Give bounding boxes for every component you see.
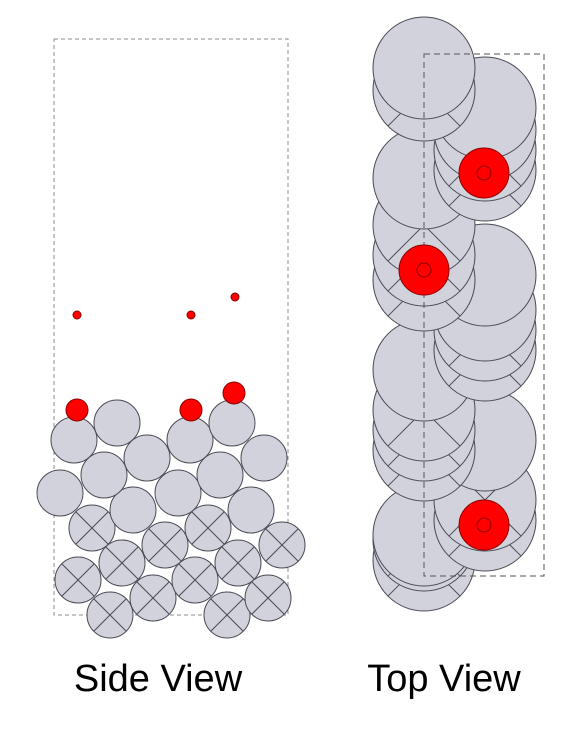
side-atom-3	[204, 592, 250, 638]
side-atom-21	[51, 417, 97, 463]
side-small-adsorbate-1	[73, 311, 81, 319]
side-atom-10	[259, 522, 305, 568]
side-view-caption: Side View	[58, 658, 258, 701]
side-atom-16	[155, 470, 201, 516]
top-view-caption: Top View	[344, 658, 544, 701]
side-small-adsorbate-3	[231, 293, 239, 301]
side-atom-15	[37, 470, 83, 516]
top-view-panel	[373, 17, 544, 611]
side-atom-14	[228, 487, 274, 533]
side-atom-5	[55, 557, 101, 603]
side-atom-22	[167, 417, 213, 463]
side-adsorbate-3	[223, 382, 245, 404]
side-atom-1	[87, 592, 133, 638]
side-atom-9	[142, 522, 188, 568]
side-view-panel	[37, 39, 305, 638]
side-small-adsorbate-2	[187, 311, 195, 319]
side-atom-2	[130, 575, 176, 621]
side-atom-20	[241, 435, 287, 481]
top-adsorbate-3	[459, 500, 509, 550]
top-adsorbate-2	[399, 245, 449, 295]
side-adsorbate-2	[180, 399, 202, 421]
side-atom-24	[209, 400, 255, 446]
top-adsorbate-1	[459, 148, 509, 198]
side-atom-23	[94, 400, 140, 446]
side-atom-11	[69, 505, 115, 551]
side-adsorbate-1	[66, 399, 88, 421]
